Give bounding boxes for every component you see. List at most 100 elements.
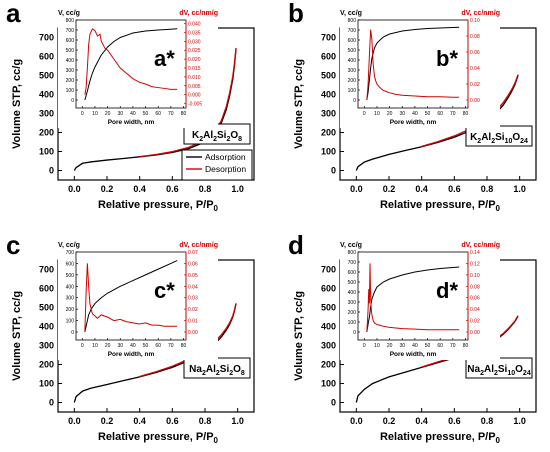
legend-box	[181, 149, 253, 181]
inset-cumulative-line	[84, 28, 178, 101]
inset-x-tick-label: 10	[374, 111, 380, 117]
inset-left-tick-label: 300	[348, 300, 357, 306]
inset-left-tick-label: 200	[66, 307, 75, 313]
inset-x-tick-label: 50	[143, 111, 149, 117]
x-axis-label: Relative pressure, P/P0	[98, 199, 219, 213]
x-tick-label: 0.6	[448, 184, 461, 194]
y-tick-label: 400	[39, 322, 54, 332]
x-axis-label-main: Relative pressure, P/P	[380, 199, 496, 211]
inset-right-tick-label: 0.14	[470, 250, 480, 256]
panel-d: d0.0 0.2 0.4 0.6 0.8 1.0010020030040050060070…	[288, 230, 537, 445]
inset-right-tick-label: 0.04	[470, 66, 480, 72]
inset-right-tick-label: 0.025	[188, 48, 201, 54]
inset-left-tick-label: 0	[353, 98, 356, 104]
inset-right-label: dV, cc/nm/g	[179, 10, 218, 17]
inset-right-tick-label: 0.05	[188, 273, 198, 279]
inset-x-tick-label: 20	[387, 111, 393, 117]
y-tick-label: 700	[39, 265, 54, 275]
inset-b: V, cc/g dV, cc/nm/g0 10 20 30 40 50 60 70 8001002…	[340, 6, 500, 128]
formula-subscript: 2	[226, 136, 230, 143]
x-axis-label-main: Relative pressure, P/P	[98, 431, 214, 443]
x-tick-label: 0.8	[481, 184, 494, 194]
series-adsorption-line	[355, 75, 519, 171]
y-axis-label: Volume STP, cc/g	[293, 291, 305, 381]
inset-x-tick-label: 50	[143, 343, 149, 349]
legend-entry: Desorption	[205, 164, 246, 174]
formula-label: K2Al2Si10O24	[470, 132, 528, 145]
formula-element: Si	[217, 130, 227, 141]
inset-right-tick-label: 0.10	[470, 273, 480, 279]
formula-subscript: 10	[507, 370, 515, 377]
x-tick-label: 0.4	[133, 184, 146, 194]
inset-left-tick-label: 100	[66, 319, 75, 325]
inset-x-label: Pore width, nm	[390, 119, 437, 126]
inset-left-tick-label: 100	[348, 320, 357, 326]
inset-right-tick-label: 0.040	[188, 22, 201, 28]
x-tick-label: 0.0	[350, 416, 363, 426]
inset-left-tick-label: 0	[71, 98, 74, 104]
formula-element: Na	[189, 364, 202, 375]
formula-element: Na	[467, 364, 480, 375]
formula-label: Na2Al2Si2O8	[189, 364, 245, 377]
inset-right-tick-label: 0.00	[470, 98, 480, 104]
inset-left-tick-label: 0	[71, 330, 74, 336]
formula-subscript: 2	[491, 138, 495, 145]
inset-d: V, cc/g dV, cc/nm/g0 10 20 30 40 50 60 70 8001002…	[340, 238, 500, 360]
inset-left-tick-label: 800	[66, 18, 75, 24]
inset-right-tick-label: 0.035	[188, 30, 201, 36]
inset-right-tick-label: 0.04	[188, 284, 198, 290]
inset-x-tick-label: 30	[117, 111, 123, 117]
formula-subscript: 24	[520, 138, 528, 145]
inset-left-tick-label: 600	[348, 270, 357, 276]
x-tick-label: 1.0	[231, 416, 244, 426]
formula-subscript: 2	[229, 370, 233, 377]
inset-right-label: dV, cc/nm/g	[461, 10, 500, 17]
inset-left-tick-label: 700	[348, 260, 357, 266]
inset-left-tick-label: 100	[348, 88, 357, 94]
formula-element: Al	[484, 364, 494, 375]
inset-right-tick-label: 0.01	[188, 319, 198, 325]
inset-cumulative-line	[366, 266, 460, 333]
inset-right-tick-label: 0.005	[188, 84, 201, 90]
formula-subscript: 2	[216, 370, 220, 377]
inset-a: V, cc/g dV, cc/nm/g0 10 20 30 40 50 60 70 8001002…	[58, 6, 218, 128]
inset-label: b*	[436, 46, 458, 71]
x-tick-label: 0.0	[68, 184, 81, 194]
formula-subscript: 8	[238, 136, 242, 143]
inset-left-tick-label: 100	[66, 88, 75, 94]
formula-label: K2Al2Si2O8	[192, 130, 242, 143]
inset-left-tick-label: 600	[66, 261, 75, 267]
x-axis-label-sub: 0	[214, 204, 219, 213]
inset-x-tick-label: 60	[437, 111, 443, 117]
formula-element: K	[470, 132, 478, 143]
x-tick-label: 0.8	[481, 416, 494, 426]
y-tick-label: 300	[321, 341, 336, 351]
inset-left-tick-label: 300	[348, 68, 357, 74]
y-axis-label: Volume STP, cc/g	[11, 59, 23, 149]
inset-right-tick-label: 0.03	[188, 296, 198, 302]
x-tick-label: 0.8	[199, 184, 212, 194]
inset-x-tick-label: 60	[155, 343, 161, 349]
inset-right-label: dV, cc/nm/g	[461, 242, 500, 249]
inset-x-label: Pore width, nm	[108, 119, 155, 126]
y-tick-label: 600	[39, 284, 54, 294]
inset-x-tick-label: 80	[463, 343, 469, 349]
inset-left-tick-label: 600	[348, 38, 357, 44]
inset-right-tick-label: 0.10	[470, 18, 480, 24]
inset-left-tick-label: 600	[66, 38, 75, 44]
y-tick-label: 300	[321, 109, 336, 119]
y-tick-label: 700	[321, 265, 336, 275]
inset-differential-line	[84, 28, 178, 95]
inset-right-tick-label: 0.010	[188, 75, 201, 81]
inset-x-tick-label: 60	[437, 343, 443, 349]
inset-x-tick-label: 0	[81, 343, 84, 349]
formula-label: Na2Al2Si10O24	[467, 364, 531, 377]
y-tick-label: 400	[321, 90, 336, 100]
inset-left-label: V, cc/g	[58, 10, 80, 17]
inset-left-tick-label: 700	[66, 28, 75, 34]
formula-element: Al	[203, 130, 213, 141]
inset-left-tick-label: 400	[66, 58, 75, 64]
inset-x-tick-label: 80	[463, 111, 469, 117]
inset-left-tick-label: 700	[348, 28, 357, 34]
